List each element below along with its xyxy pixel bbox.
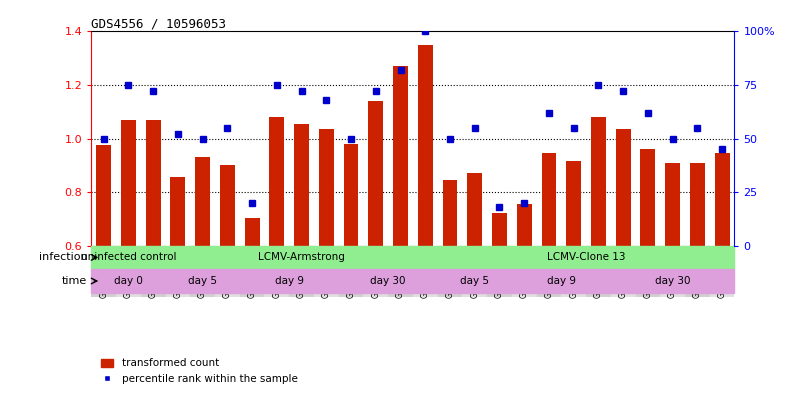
Text: day 30: day 30: [370, 276, 406, 286]
Bar: [314, 246, 339, 297]
Bar: [710, 246, 734, 297]
Text: time: time: [62, 276, 87, 286]
Bar: [388, 246, 413, 297]
Bar: [294, 124, 309, 246]
Bar: [661, 246, 685, 297]
Bar: [437, 269, 512, 293]
Bar: [364, 246, 388, 297]
Bar: [615, 129, 630, 246]
Bar: [289, 246, 314, 297]
Bar: [586, 246, 611, 297]
Bar: [512, 269, 611, 293]
Text: LCMV-Armstrong: LCMV-Armstrong: [258, 252, 345, 263]
Bar: [191, 246, 215, 297]
Text: day 0: day 0: [114, 276, 143, 286]
Bar: [393, 66, 408, 246]
Bar: [468, 173, 482, 246]
Text: infection: infection: [39, 252, 87, 263]
Text: GDS4556 / 10596053: GDS4556 / 10596053: [91, 17, 226, 30]
Bar: [220, 165, 235, 246]
Bar: [240, 246, 264, 297]
Bar: [665, 163, 680, 246]
Text: day 5: day 5: [461, 276, 489, 286]
Bar: [635, 246, 661, 297]
Bar: [492, 213, 507, 246]
Bar: [413, 246, 437, 297]
Bar: [165, 246, 437, 269]
Bar: [165, 269, 240, 293]
Text: day 9: day 9: [547, 276, 576, 286]
Bar: [165, 246, 191, 297]
Bar: [116, 246, 141, 297]
Legend: transformed count, percentile rank within the sample: transformed count, percentile rank withi…: [97, 354, 302, 388]
Text: day 9: day 9: [275, 276, 303, 286]
Bar: [437, 246, 734, 269]
Bar: [462, 246, 487, 297]
Text: day 30: day 30: [655, 276, 690, 286]
Bar: [96, 145, 111, 246]
Bar: [91, 246, 116, 297]
Bar: [542, 153, 557, 246]
Bar: [487, 246, 512, 297]
Bar: [195, 157, 210, 246]
Bar: [512, 246, 537, 297]
Bar: [339, 269, 437, 293]
Bar: [269, 117, 284, 246]
Bar: [171, 177, 185, 246]
Bar: [641, 149, 655, 246]
Bar: [215, 246, 240, 297]
Bar: [611, 269, 734, 293]
Bar: [146, 120, 160, 246]
Bar: [715, 153, 730, 246]
Bar: [517, 204, 532, 246]
Bar: [121, 120, 136, 246]
Bar: [245, 217, 260, 246]
Bar: [368, 101, 384, 246]
Text: day 5: day 5: [188, 276, 217, 286]
Text: uninfected control: uninfected control: [81, 252, 176, 263]
Bar: [91, 269, 165, 293]
Bar: [591, 117, 606, 246]
Bar: [418, 45, 433, 246]
Bar: [690, 163, 705, 246]
Bar: [141, 246, 165, 297]
Bar: [240, 269, 339, 293]
Bar: [437, 246, 462, 297]
Bar: [561, 246, 586, 297]
Bar: [537, 246, 561, 297]
Bar: [319, 129, 333, 246]
Text: LCMV-Clone 13: LCMV-Clone 13: [547, 252, 626, 263]
Bar: [442, 180, 457, 246]
Bar: [566, 161, 581, 246]
Bar: [264, 246, 289, 297]
Bar: [91, 246, 165, 269]
Bar: [344, 144, 358, 246]
Bar: [339, 246, 364, 297]
Bar: [685, 246, 710, 297]
Bar: [611, 246, 635, 297]
